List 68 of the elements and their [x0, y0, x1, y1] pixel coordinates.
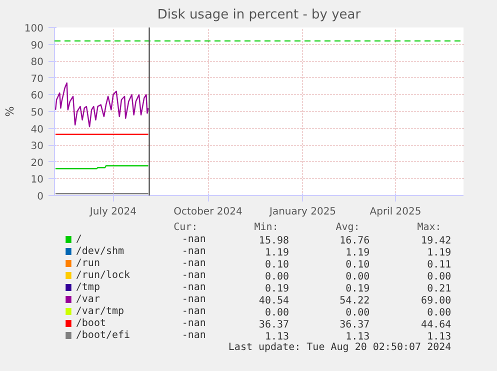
text: 0.00 — [264, 272, 290, 282]
text: 0.11 — [427, 260, 452, 270]
text: 0.19 — [346, 284, 370, 294]
y-tick-label: 40 — [30, 124, 44, 136]
x-tick-label: January 2025 — [268, 206, 336, 218]
y-tick-label: 10 — [30, 174, 44, 186]
x-tick-label: July 2024 — [88, 206, 137, 218]
text: -nan — [182, 330, 206, 341]
y-tick-label: 70 — [30, 74, 44, 85]
text: Max: — [417, 222, 442, 233]
x-tick-label: October 2024 — [174, 206, 242, 218]
line-series — [54, 82, 149, 128]
text: 0.10 — [264, 260, 290, 270]
legend-label: /run — [76, 258, 100, 269]
text: -nan — [182, 270, 206, 281]
text: Min: — [254, 222, 278, 233]
legend-label: / — [76, 234, 82, 245]
y-tick-label: 0 — [37, 192, 44, 202]
text: Last update: Tue Aug 20 02:50:07 2024 — [228, 342, 452, 353]
text: -nan — [182, 294, 206, 305]
text: Avg: — [336, 222, 360, 233]
text: 40.54 — [258, 296, 290, 306]
legend-label: /dev/shm — [76, 246, 124, 257]
y-tick-label: 50 — [30, 108, 44, 118]
text: 0.19 — [264, 284, 290, 294]
text: -nan — [182, 246, 206, 257]
legend-label: /boot — [76, 318, 106, 329]
text: 0.21 — [427, 284, 452, 294]
text: 19.42 — [421, 236, 452, 246]
legend-label: /boot/efi — [76, 330, 130, 341]
text: 54.22 — [340, 296, 370, 306]
y-tick-label: 60 — [30, 90, 44, 102]
legend-label: /tmp — [76, 282, 100, 293]
text: 0.00 — [346, 272, 370, 282]
legend-label: /var/tmp — [76, 306, 124, 317]
y-tick-label: 90 — [30, 40, 44, 52]
legend-label: /run/lock — [76, 270, 130, 281]
text: -nan — [182, 258, 206, 269]
text: 0.00 — [264, 308, 290, 318]
chart-title: Disk usage in percent - by year — [157, 8, 362, 22]
text: 36.37 — [340, 320, 370, 330]
text: 44.64 — [421, 320, 452, 330]
text: 36.37 — [258, 320, 290, 330]
text: 1.13 — [427, 332, 452, 342]
text: -nan — [182, 282, 206, 293]
text: 1.19 — [346, 248, 370, 258]
y-axis-title: % — [3, 106, 16, 117]
y-tick-label: 20 — [30, 158, 44, 169]
text: 1.19 — [427, 248, 452, 258]
text: 69.00 — [421, 296, 452, 306]
text: -nan — [182, 306, 206, 317]
y-tick-label: 80 — [30, 57, 44, 68]
text: -nan — [182, 318, 206, 329]
text: 1.13 — [264, 332, 290, 342]
y-tick-label: 30 — [30, 141, 44, 152]
text: 1.19 — [264, 248, 290, 258]
text: 0.00 — [427, 308, 452, 318]
text: Cur: — [174, 222, 198, 233]
text: 0.10 — [346, 260, 370, 270]
legend-label: /var — [76, 294, 100, 305]
text: 1.13 — [346, 332, 370, 342]
text: 15.98 — [258, 236, 290, 246]
y-tick-label: 100 — [24, 24, 44, 34]
text: 16.76 — [340, 236, 370, 246]
text: 0.00 — [427, 272, 452, 282]
text: 0.00 — [346, 308, 370, 318]
text: -nan — [182, 234, 206, 245]
x-tick-label: April 2025 — [370, 206, 422, 218]
